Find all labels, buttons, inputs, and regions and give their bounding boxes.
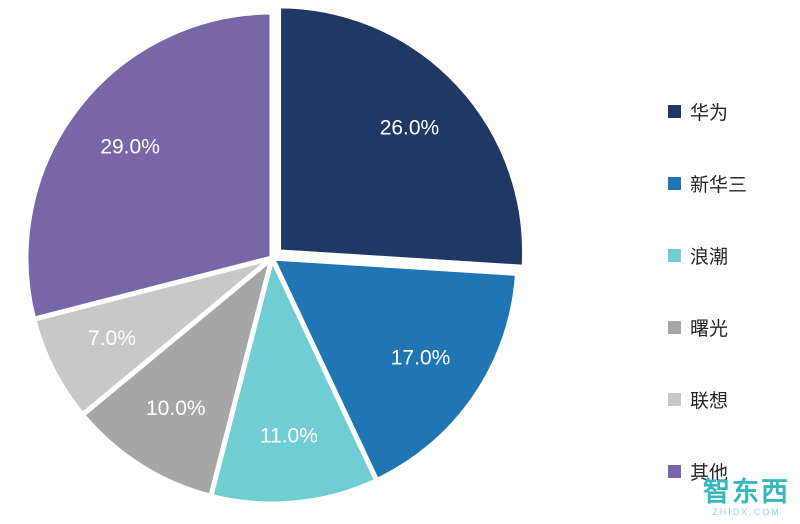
legend-label-0: 华为 — [690, 103, 729, 124]
legend-marker-3 — [668, 321, 681, 334]
pie-slice-label-1: 17.0% — [391, 346, 451, 369]
legend-item-3: 曙光 — [668, 314, 747, 341]
legend-marker-0 — [668, 105, 681, 118]
legend-item-0: 华为 — [668, 98, 747, 125]
legend-label-2: 浪潮 — [690, 247, 729, 268]
pie-slice-label-2: 11.0% — [260, 424, 318, 447]
legend-item-5: 其他 — [668, 458, 747, 485]
pie-slice-3 — [79, 255, 275, 499]
pie-slice-2 — [208, 255, 380, 507]
chart-legend: 华为新华三浪潮曙光联想其他 — [668, 98, 747, 485]
pie-slice-0 — [276, 3, 528, 270]
pie-slice-5 — [23, 9, 275, 322]
watermark-logo-text: 智东西 — [703, 477, 790, 508]
pie-slice-label-0: 26.0% — [380, 116, 440, 139]
pie-slice-1 — [269, 255, 521, 484]
legend-marker-1 — [668, 177, 681, 190]
pie-slice-label-4: 7.0% — [88, 327, 136, 350]
legend-item-4: 联想 — [668, 386, 747, 413]
watermark-subtext: ZHIDX.COM — [712, 507, 781, 518]
legend-label-1: 新华三 — [690, 175, 748, 196]
pie-chart: 26.0% 17.0% 11.0% 10.0% 7.0% 29.0% — [23, 3, 528, 507]
legend-label-3: 曙光 — [690, 319, 729, 340]
legend-marker-5 — [668, 465, 681, 478]
pie-slice-label-3: 10.0% — [146, 397, 206, 420]
legend-label-5: 其他 — [690, 463, 729, 484]
legend-item-1: 新华三 — [668, 170, 747, 197]
legend-item-2: 浪潮 — [668, 242, 747, 269]
watermark: 智东西 ZHIDX.COM — [703, 478, 790, 518]
legend-label-4: 联想 — [690, 391, 729, 412]
legend-marker-4 — [668, 393, 681, 406]
pie-slice-label-5: 29.0% — [100, 135, 160, 158]
legend-marker-2 — [668, 249, 681, 262]
